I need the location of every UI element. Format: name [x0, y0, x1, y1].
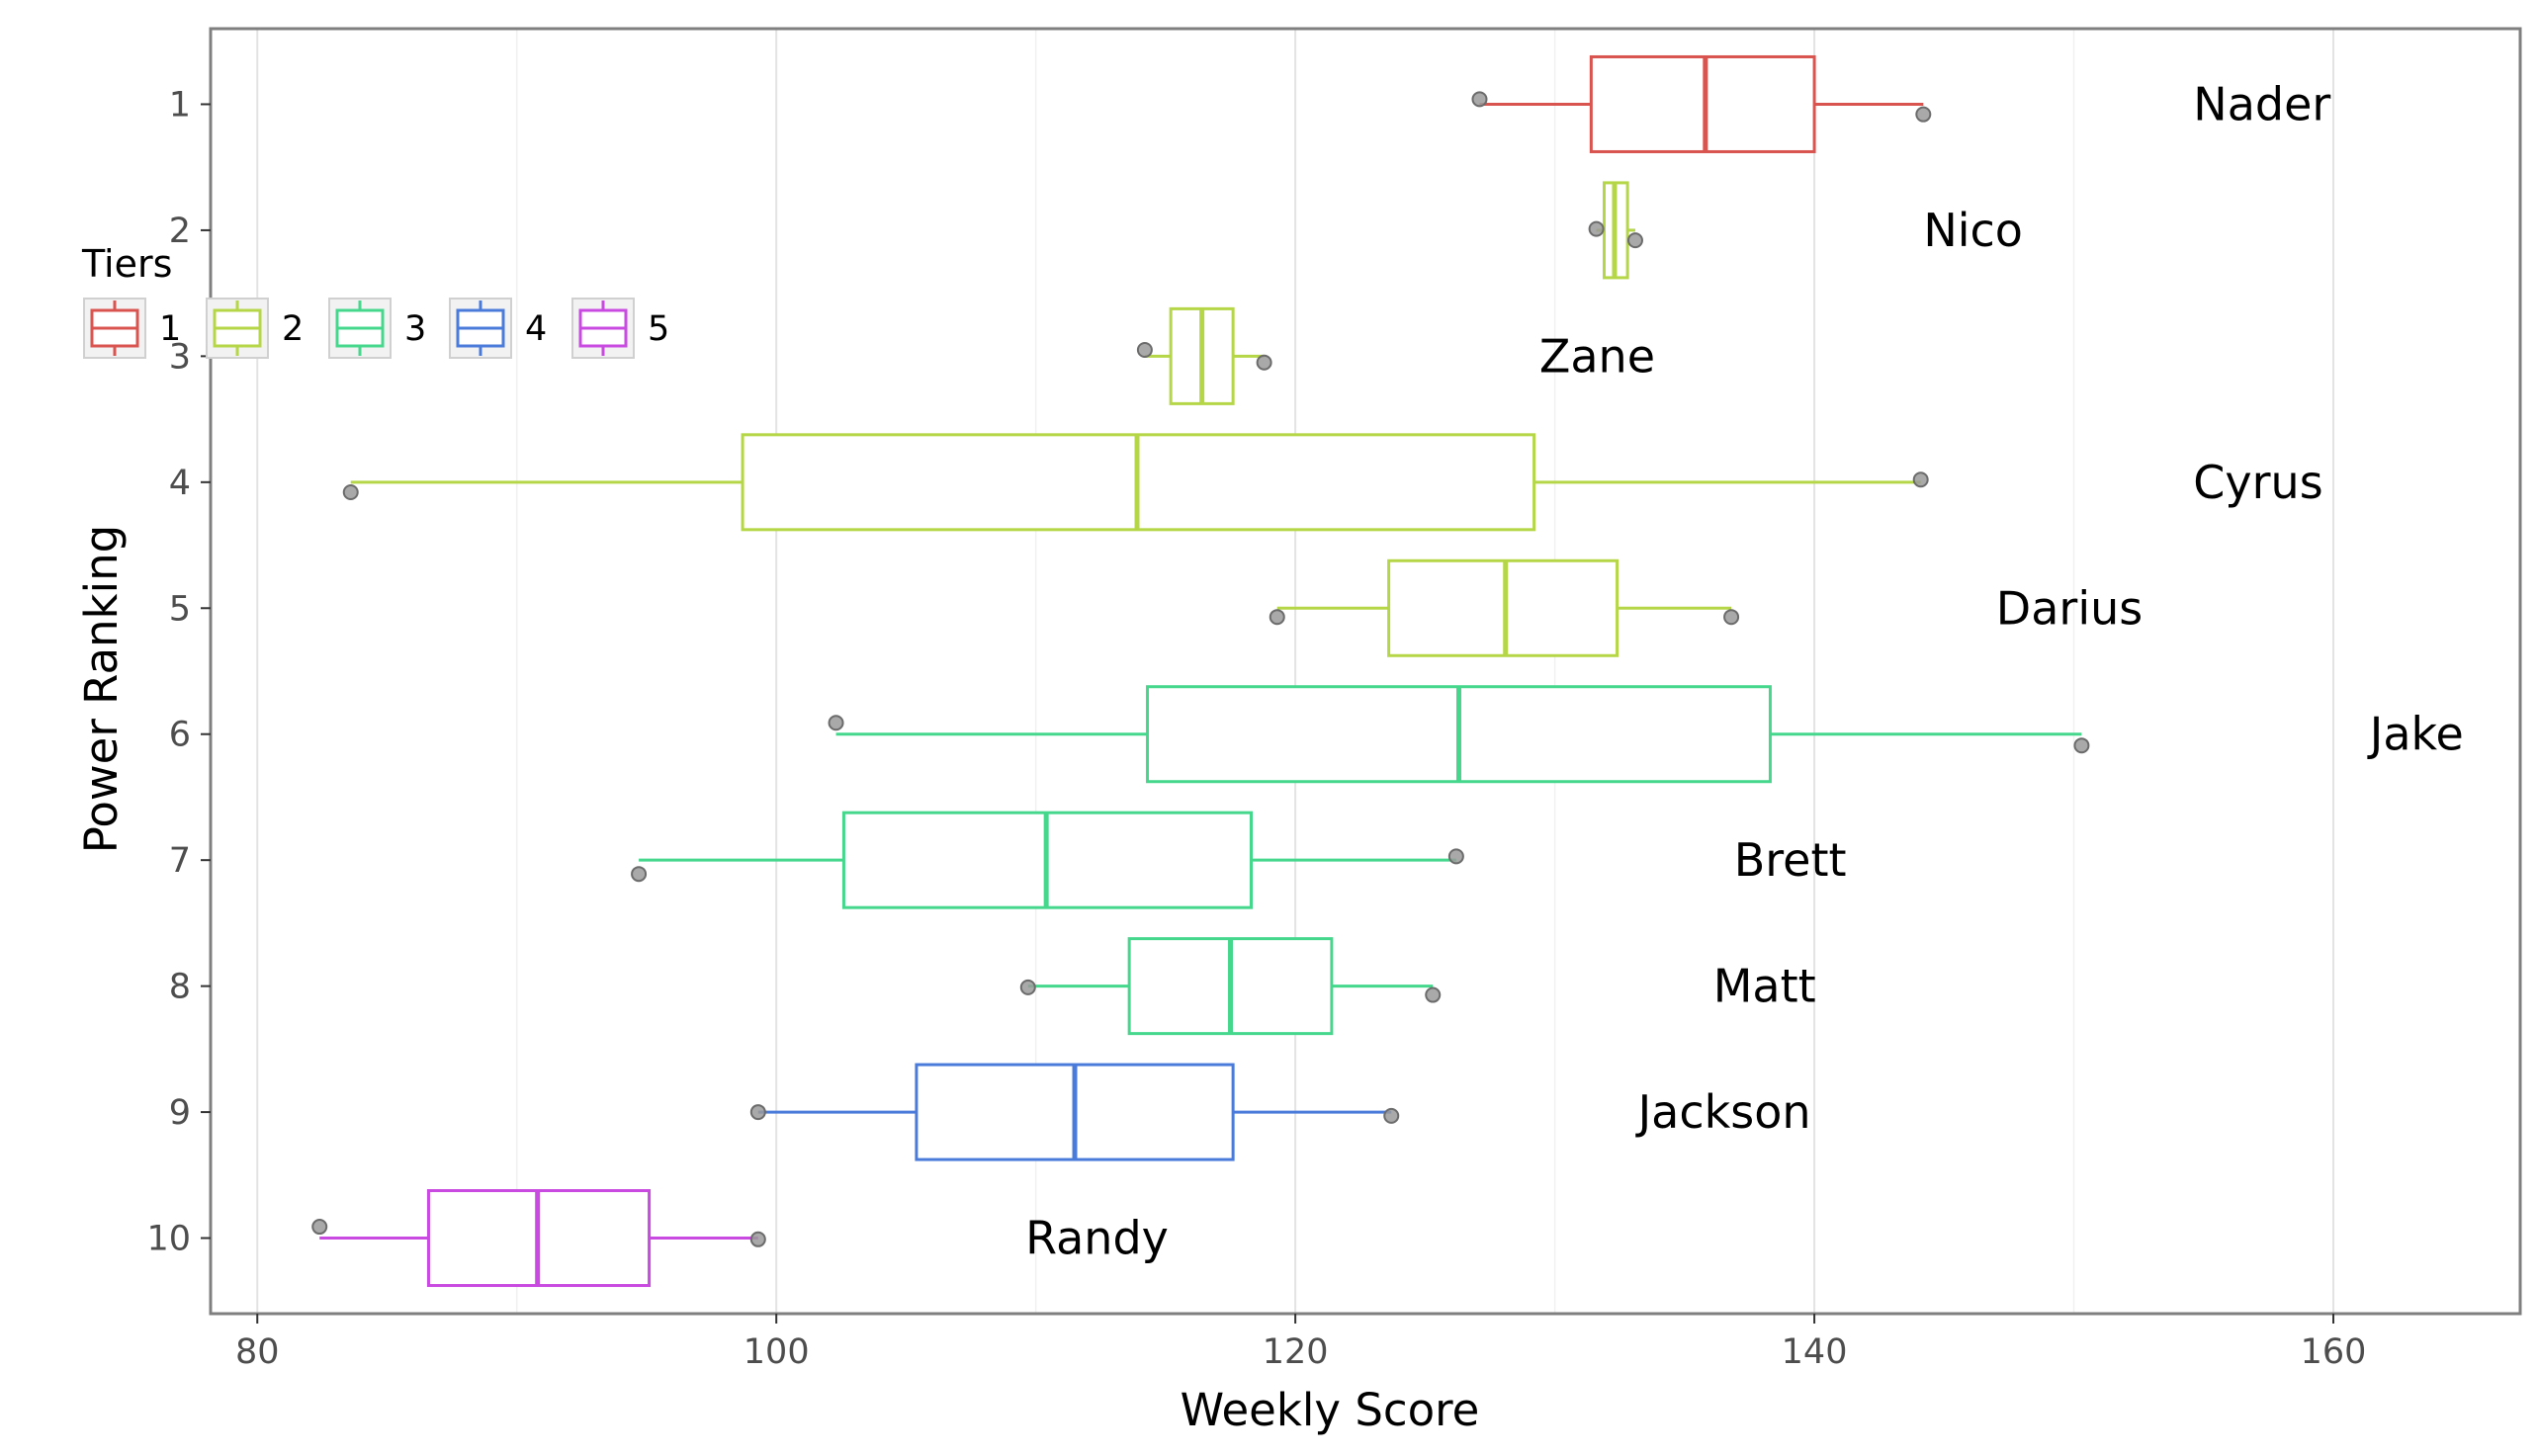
data-point	[1136, 342, 1153, 358]
y-tick-label: 4	[169, 464, 191, 503]
y-tick-label: 2	[169, 212, 191, 251]
x-tick-label: 80	[235, 1332, 280, 1372]
legend-label-tier-5: 5	[648, 309, 669, 349]
data-point	[828, 715, 844, 731]
data-point	[1471, 91, 1488, 108]
data-point	[1912, 471, 1929, 488]
team-label-zane: Zane	[1539, 329, 1655, 383]
team-label-nico: Nico	[1923, 204, 2023, 257]
legend-label-tier-4: 4	[525, 309, 547, 349]
legend: Tiers 1 2 3 4 5	[81, 242, 669, 359]
data-point	[749, 1231, 766, 1247]
legend-label-tier-1: 1	[159, 309, 181, 349]
y-tick-label: 10	[146, 1220, 191, 1259]
data-point	[1383, 1107, 1400, 1124]
x-tick-label: 100	[744, 1332, 810, 1372]
x-axis-title: Weekly Score	[1181, 1384, 1480, 1436]
data-point	[311, 1219, 328, 1236]
data-point	[1425, 986, 1442, 1003]
team-name-labels: Nader Nico Zane Cyrus Darius Jake Brett Matt Jac…	[1025, 77, 2464, 1264]
box-layer	[319, 54, 2082, 1288]
y-axis-title: Power Ranking	[75, 525, 128, 853]
legend-label-tier-3: 3	[404, 309, 426, 349]
grid-lines	[256, 29, 2335, 1314]
team-label-brett: Brett	[1734, 833, 1847, 887]
data-point	[1256, 354, 1272, 371]
data-point	[1626, 232, 1643, 249]
data-point	[342, 484, 359, 501]
team-label-matt: Matt	[1713, 960, 1816, 1013]
x-tick-label: 120	[1263, 1332, 1329, 1372]
x-tick-label: 160	[2301, 1332, 2367, 1372]
data-point	[1588, 220, 1605, 237]
team-label-jake: Jake	[2367, 708, 2464, 761]
y-tick-label: 6	[169, 716, 191, 755]
axes: 80 100 120 140 160 1 2 3 4 5 6 7 8 9 10	[146, 85, 2366, 1372]
data-point	[749, 1104, 766, 1121]
y-tick-label: 5	[169, 589, 191, 629]
data-point	[2073, 737, 2090, 754]
data-point	[1915, 106, 1932, 123]
data-point	[1269, 609, 1285, 626]
plot-panel-border	[209, 27, 2522, 1316]
team-label-randy: Randy	[1025, 1212, 1169, 1265]
team-label-nader: Nader	[2193, 77, 2330, 130]
box-darius	[1387, 558, 1619, 657]
data-point	[1019, 979, 1036, 995]
data-point	[1447, 848, 1464, 865]
legend-label-tier-2: 2	[282, 309, 304, 349]
x-tick-label: 140	[1782, 1332, 1848, 1372]
team-label-cyrus: Cyrus	[2193, 456, 2322, 509]
data-point	[631, 866, 648, 883]
data-point	[1723, 609, 1740, 626]
y-tick-label: 7	[169, 841, 191, 881]
point-layer	[311, 91, 2090, 1247]
y-tick-label: 3	[169, 337, 191, 377]
y-tick-label: 9	[169, 1093, 191, 1133]
box-nader	[1589, 54, 1816, 153]
y-tick-label: 1	[169, 85, 191, 125]
team-label-jackson: Jackson	[1635, 1085, 1811, 1139]
legend-title: Tiers	[81, 242, 172, 286]
y-tick-label: 8	[169, 968, 191, 1007]
team-label-darius: Darius	[1996, 581, 2143, 635]
